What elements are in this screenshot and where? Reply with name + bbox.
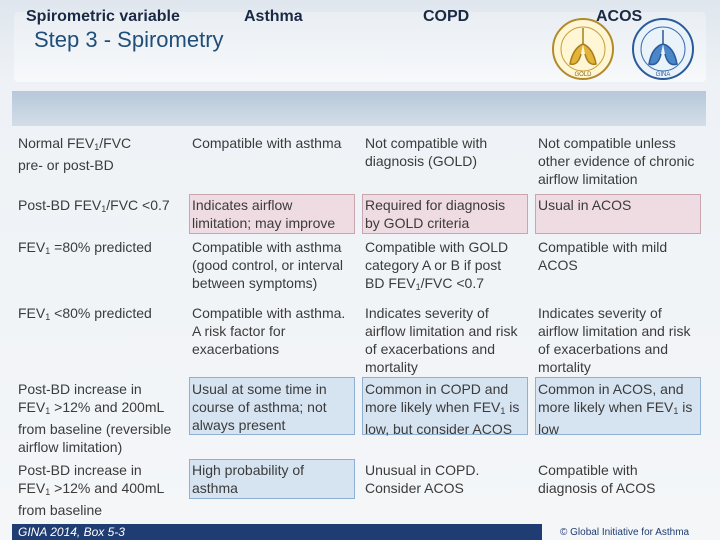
row1-copd: Not compatible with diagnosis (GOLD) (365, 135, 488, 169)
row6-asthma: High probability of asthma (192, 462, 305, 496)
header-spirometric-variable: Spirometric variable (26, 8, 180, 25)
asthma-row5-highlight (189, 377, 355, 435)
row4-asthma: Compatible with asthma. A risk factor fo… (192, 305, 346, 357)
copd-row5-highlight (362, 377, 528, 435)
gina-logo-icon: GINA (632, 18, 694, 80)
gold-logo-label: GOLD (574, 72, 592, 78)
footer-bar (12, 524, 542, 540)
row5-acos: Common in ACOS, and more likely when FEV… (538, 381, 693, 437)
row6-acos: Compatible with diagnosis of ACOS (538, 462, 656, 496)
acos-row5-highlight (535, 377, 701, 435)
copd-row2-highlight (362, 194, 528, 234)
row2-acos: Usual in ACOS (538, 197, 632, 213)
gina-logo-label: GINA (656, 72, 671, 78)
row3-copd: Compatible with GOLD category A or B if … (365, 239, 509, 292)
row6-variable: Post-BD increase in FEV1 >12% and 400mL … (18, 462, 165, 518)
row4-variable: FEV1 <80% predicted (18, 305, 152, 322)
row3-acos: Compatible with mild ACOS (538, 239, 668, 273)
row6-copd: Unusual in COPD. Consider ACOS (365, 462, 480, 496)
row3-asthma: Compatible with asthma (good control, or… (192, 239, 343, 291)
acos-row2-highlight (535, 194, 701, 234)
row5-copd: Common in COPD and more likely when FEV1… (365, 381, 520, 437)
row3-variable: FEV1 =80% predicted (18, 239, 152, 256)
row4-copd: Indicates severity of airflow limitation… (365, 305, 518, 375)
asthma-row6-highlight (189, 459, 355, 499)
row2-copd: Required for diagnosis by GOLD criteria (365, 197, 506, 231)
row1-asthma: Compatible with asthma (192, 135, 342, 151)
header-asthma: Asthma (244, 8, 303, 25)
asthma-row2-highlight (189, 194, 355, 234)
row1-acos: Not compatible unless other evidence of … (538, 135, 695, 187)
row1-variable: Normal FEV1/FVC pre- or post-BD (18, 135, 132, 173)
row2-variable: Post-BD FEV1/FVC <0.7 (18, 197, 170, 214)
row4-acos: Indicates severity of airflow limitation… (538, 305, 691, 375)
footer-source: GINA 2014, Box 5-3 (18, 525, 125, 539)
footer-copyright: © Global Initiative for Asthma (560, 527, 690, 538)
header-acos: ACOS (596, 8, 643, 25)
row5-asthma: Usual at some time in course of asthma; … (192, 381, 327, 433)
row2-asthma: Indicates airflow limitation; may improv… (192, 197, 336, 231)
header-copd: COPD (423, 8, 470, 25)
gold-logo-icon: GOLD (552, 18, 614, 80)
table-header-row (12, 91, 706, 126)
slide-title: Step 3 - Spirometry (34, 27, 224, 52)
row5-variable: Post-BD increase in FEV1 >12% and 200mL … (18, 381, 172, 455)
